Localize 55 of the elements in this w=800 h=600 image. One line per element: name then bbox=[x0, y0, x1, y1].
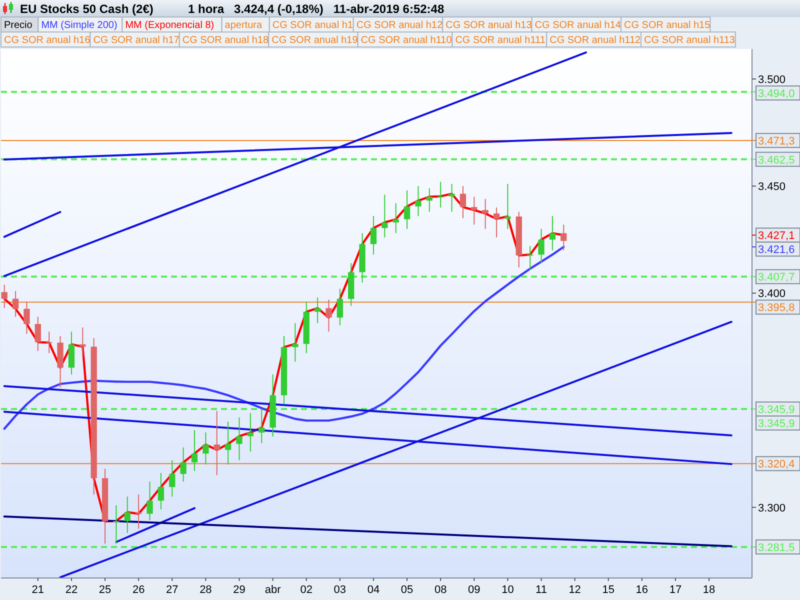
text: apertura bbox=[224, 20, 262, 31]
x-tick-label: 22 bbox=[65, 584, 78, 596]
text: CG SOR anual h17 bbox=[93, 35, 180, 46]
ref-line-label: 3.281,5 bbox=[758, 542, 795, 554]
text: CG SOR anual h18 bbox=[182, 35, 269, 46]
x-tick-label: 12 bbox=[568, 584, 581, 596]
x-tick-label: 25 bbox=[98, 584, 112, 596]
x-tick-label: 28 bbox=[200, 584, 212, 596]
ref-line-label: 3.320,4 bbox=[758, 458, 795, 471]
text: 3.421,6 bbox=[758, 244, 795, 256]
text: CG SOR anual h111 bbox=[455, 35, 546, 46]
x-tick-label: 08 bbox=[434, 584, 447, 596]
text: CG SOR anual h19 bbox=[272, 35, 358, 46]
legend-title: Precio bbox=[4, 20, 33, 31]
text: CG SOR anual h15 bbox=[624, 20, 711, 31]
x-tick-label: 29 bbox=[233, 584, 246, 596]
text: CG SOR anual h110 bbox=[360, 35, 452, 46]
text: CG SOR anual h113 bbox=[644, 35, 736, 46]
ref-line-label: 3.395,8 bbox=[758, 302, 795, 314]
x-tick-label: 16 bbox=[636, 584, 648, 596]
x-tick-label: 10 bbox=[502, 584, 514, 596]
chart-subtitle: 1 hora 3.424,4 (-0,18%) 11-abr-2019 6:52:48 bbox=[188, 2, 444, 16]
x-tick-label: 17 bbox=[669, 584, 682, 596]
x-tick-label: 18 bbox=[702, 584, 716, 596]
ref-line-label: 3.345,9 bbox=[758, 404, 795, 416]
x-tick-label: 05 bbox=[400, 584, 414, 596]
x-tick-label: 03 bbox=[334, 584, 346, 596]
text: MM (Exponencial 8) bbox=[125, 20, 214, 31]
x-tick-label: abr bbox=[264, 584, 282, 596]
text: MM (Simple 200) bbox=[41, 20, 118, 31]
x-tick-label: 04 bbox=[367, 584, 380, 596]
text: 3.345,9 bbox=[758, 418, 795, 430]
x-tick-label: 02 bbox=[300, 584, 312, 596]
text: CG SOR anual h112 bbox=[550, 35, 642, 46]
text: CG SOR anual h1 bbox=[272, 20, 354, 31]
text: CG SOR anual h12 bbox=[356, 20, 443, 31]
text: CG SOR anual h14 bbox=[534, 20, 622, 31]
ref-line-label: 3.494,0 bbox=[758, 88, 795, 100]
x-tick-label: 09 bbox=[468, 584, 480, 596]
x-tick-label: 11 bbox=[536, 584, 547, 596]
chart-title: EU Stocks 50 Cash (2€) bbox=[20, 2, 154, 16]
x-tick-label: 15 bbox=[602, 584, 614, 596]
x-tick-label: 27 bbox=[166, 584, 178, 596]
ref-line-label: 3.462,5 bbox=[758, 154, 795, 166]
y-tick-label: 3.500 bbox=[758, 74, 786, 86]
ref-line-label: 3.471,3 bbox=[758, 135, 795, 148]
ref-line-label: 3.407,7 bbox=[758, 272, 795, 284]
y-tick-label: 3.400 bbox=[758, 288, 786, 300]
y-tick-label: 3.300 bbox=[758, 502, 786, 514]
text: CG SOR anual h13 bbox=[446, 20, 532, 31]
text: 3.427,1 bbox=[758, 230, 795, 242]
text: CG SOR anual h16 bbox=[4, 35, 91, 46]
x-tick-label: 26 bbox=[132, 584, 145, 596]
y-tick-label: 3.450 bbox=[758, 181, 786, 194]
x-tick-label: 21 bbox=[32, 584, 44, 596]
